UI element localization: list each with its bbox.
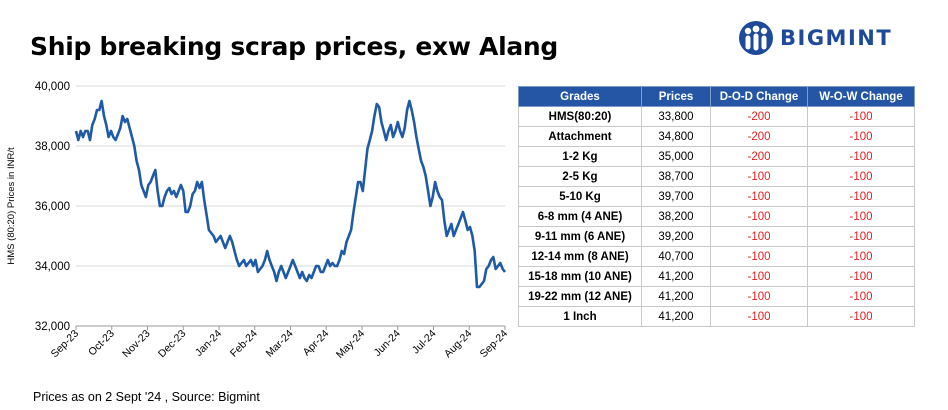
table-body: HMS(80:20) 33,800 -200 -100 Attachment 34,800…	[518, 106, 915, 327]
y-axis-label: HMS (80:20) Prices in INR/t	[6, 147, 17, 265]
dod-change-cell: -100	[710, 246, 808, 267]
table-row: 1-2 Kg 35,000 -200 -100	[518, 146, 915, 167]
table-row: HMS(80:20) 33,800 -200 -100	[518, 106, 915, 127]
grade-cell: Attachment	[518, 126, 642, 147]
grade-cell: 5-10 Kg	[518, 186, 642, 207]
dod-change-cell: -200	[710, 146, 808, 167]
dod-change-cell: -100	[710, 166, 808, 187]
dod-change-cell: -200	[710, 126, 808, 147]
grade-cell: 6-8 mm (4 ANE)	[518, 206, 642, 227]
table-row: 2-5 Kg 38,700 -100 -100	[518, 166, 915, 187]
price-cell: 33,800	[641, 106, 711, 127]
table-row: 19-22 mm (12 ANE) 41,200 -100 -100	[518, 286, 915, 307]
y-tick-label: 38,000	[35, 141, 70, 153]
wow-change-cell: -100	[807, 266, 915, 287]
wow-change-cell: -100	[807, 206, 915, 227]
header-prices: Prices	[641, 86, 711, 107]
series-line-hms	[74, 99, 507, 289]
price-cell: 40,700	[641, 246, 711, 267]
wow-change-cell: -100	[807, 106, 915, 127]
bigmint-logo: BIGMINT	[738, 18, 892, 58]
table-header-row: Grades Prices D-O-D Change W-O-W Change	[518, 86, 915, 107]
header-grades: Grades	[518, 86, 642, 107]
logo-text: BIGMINT	[780, 26, 893, 50]
x-tick-label: Jan-24	[193, 328, 224, 359]
wow-change-cell: -100	[807, 246, 915, 267]
price-cell: 41,200	[641, 286, 711, 307]
dod-change-cell: -100	[710, 266, 808, 287]
bigmint-people-icon	[739, 21, 773, 55]
price-line-chart: 32,000 34,000 36,000 38,000 40,000 Sep-23 Oct…	[6, 81, 511, 361]
price-cell: 35,000	[641, 146, 711, 167]
grade-cell: 2-5 Kg	[518, 166, 642, 187]
y-axis-ticks: 32,000 34,000 36,000 38,000 40,000	[35, 81, 70, 333]
dod-change-cell: -100	[710, 306, 808, 327]
grade-cell: 12-14 mm (8 ANE)	[518, 246, 642, 267]
grade-cell: 1-2 Kg	[518, 146, 642, 167]
table-row: 6-8 mm (4 ANE) 38,200 -100 -100	[518, 206, 915, 227]
table-row: Attachment 34,800 -200 -100	[518, 126, 915, 147]
x-axis-ticks: Sep-23 Oct-23 Nov-23 Dec-23 Jan-24 Feb-24 Mar-…	[49, 326, 511, 361]
chart-title: Ship breaking scrap prices, exw Alang	[30, 32, 559, 61]
x-tick-label: Jun-24	[372, 328, 403, 359]
wow-change-cell: -100	[807, 126, 915, 147]
header-wow-change: W-O-W Change	[807, 86, 915, 107]
price-cell: 38,200	[641, 206, 711, 227]
table-row: 15-18 mm (10 ANE) 41,200 -100 -100	[518, 266, 915, 287]
dod-change-cell: -100	[710, 186, 808, 207]
dod-change-cell: -200	[710, 106, 808, 127]
x-tick-label: Apr-24	[301, 328, 332, 359]
x-tick-label: Mar-24	[264, 328, 296, 360]
x-tick-label: Dec-23	[156, 328, 189, 361]
source-note: Prices as on 2 Sept '24 , Source: Bigmin…	[33, 390, 260, 404]
y-tick-label: 32,000	[35, 321, 70, 333]
table-row: 1 Inch 41,200 -100 -100	[518, 306, 915, 327]
dod-change-cell: -100	[710, 206, 808, 227]
x-tick-label: Jul-24	[410, 328, 439, 357]
table-row: 9-11 mm (6 ANE) 39,200 -100 -100	[518, 226, 915, 247]
dod-change-cell: -100	[710, 226, 808, 247]
wow-change-cell: -100	[807, 286, 915, 307]
price-cell: 41,200	[641, 306, 711, 327]
x-tick-label: Sep-24	[478, 328, 511, 361]
price-cell: 38,700	[641, 166, 711, 187]
wow-change-cell: -100	[807, 166, 915, 187]
price-cell: 39,700	[641, 186, 711, 207]
x-tick-label: Aug-24	[442, 328, 475, 361]
grade-cell: 1 Inch	[518, 306, 642, 327]
header-dod-change: D-O-D Change	[710, 86, 808, 107]
price-cell: 34,800	[641, 126, 711, 147]
grade-cell: 19-22 mm (12 ANE)	[518, 286, 642, 307]
x-tick-label: Oct-23	[86, 328, 117, 359]
price-cell: 39,200	[641, 226, 711, 247]
price-cell: 41,200	[641, 266, 711, 287]
grade-cell: HMS(80:20)	[518, 106, 642, 127]
wow-change-cell: -100	[807, 226, 915, 247]
grade-cell: 9-11 mm (6 ANE)	[518, 226, 642, 247]
dod-change-cell: -100	[710, 286, 808, 307]
grades-table: Grades Prices D-O-D Change W-O-W Change …	[518, 86, 915, 327]
wow-change-cell: -100	[807, 306, 915, 327]
x-tick-label: Feb-24	[228, 328, 260, 360]
y-tick-label: 34,000	[35, 261, 70, 273]
x-tick-label: Nov-23	[120, 328, 153, 361]
y-tick-label: 36,000	[35, 201, 70, 213]
table-row: 12-14 mm (8 ANE) 40,700 -100 -100	[518, 246, 915, 267]
grade-cell: 15-18 mm (10 ANE)	[518, 266, 642, 287]
table-row: 5-10 Kg 39,700 -100 -100	[518, 186, 915, 207]
wow-change-cell: -100	[807, 146, 915, 167]
x-tick-label: May-24	[334, 328, 367, 361]
wow-change-cell: -100	[807, 186, 915, 207]
y-tick-label: 40,000	[35, 81, 70, 93]
